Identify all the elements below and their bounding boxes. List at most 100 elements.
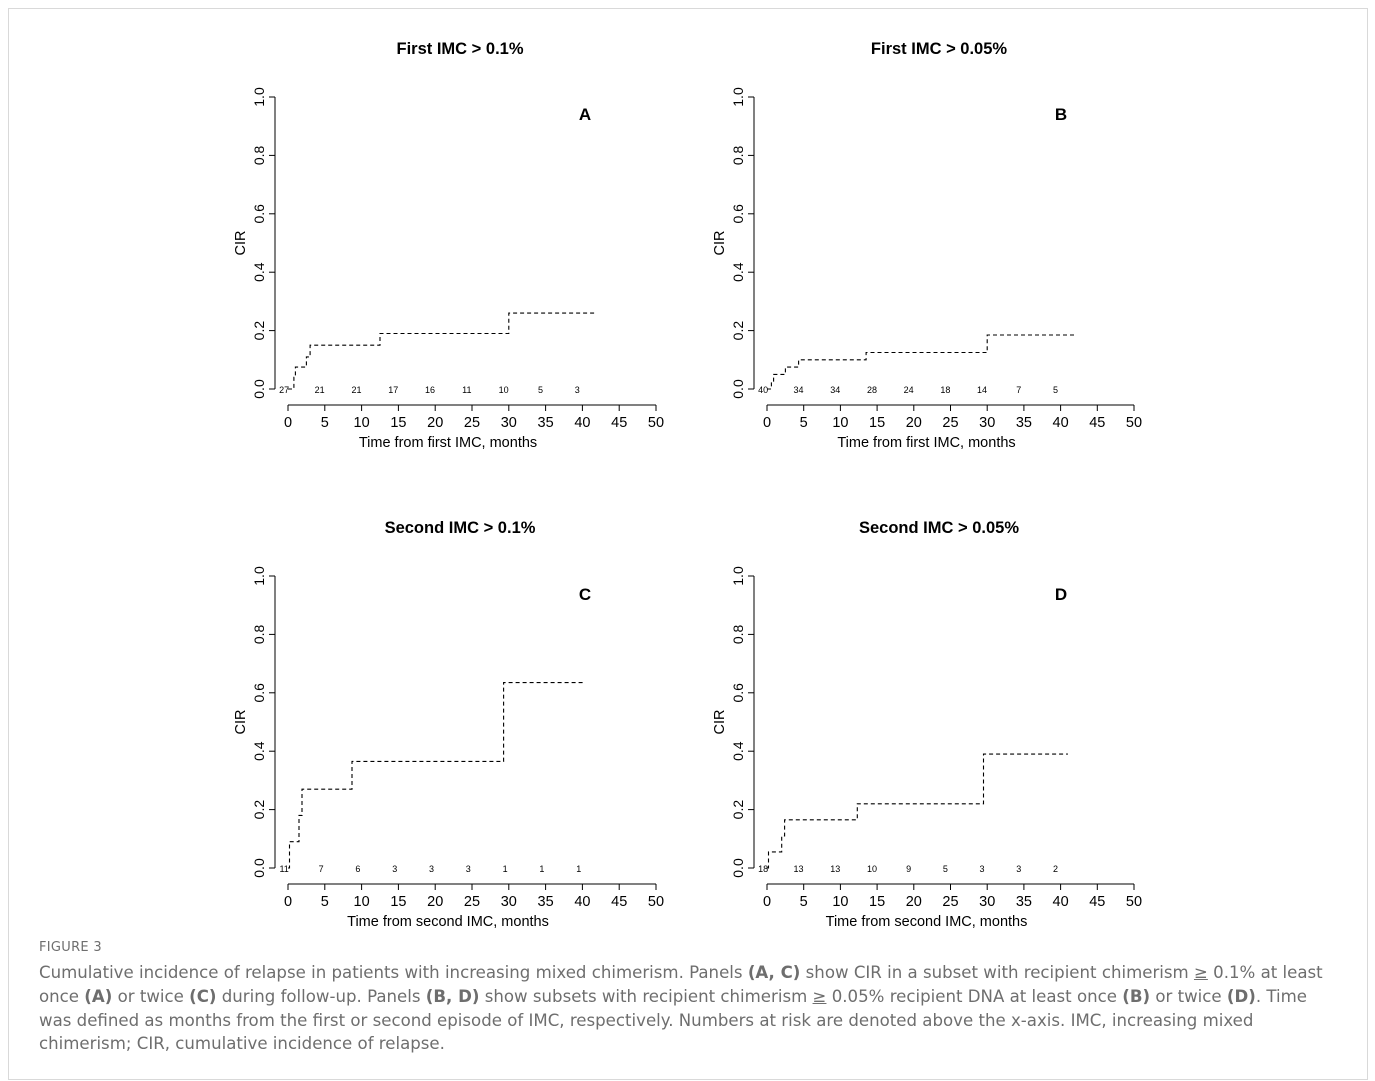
- panel-letter: C: [579, 585, 591, 604]
- at-risk-count: 34: [794, 385, 804, 395]
- at-risk-count: 7: [1016, 385, 1021, 395]
- y-tick-label: 0.6: [251, 204, 267, 224]
- at-risk-count: 3: [466, 864, 471, 874]
- y-tick-label: 1.0: [251, 566, 267, 586]
- chart-title: First IMC > 0.1%: [397, 40, 524, 58]
- panel-letter: D: [1055, 585, 1067, 604]
- y-axis-label: CIR: [712, 231, 728, 256]
- x-tick-label: 40: [574, 894, 590, 910]
- caption-part: ≥: [812, 986, 827, 1006]
- x-tick-label: 35: [1016, 894, 1032, 910]
- at-risk-count: 13: [794, 864, 804, 874]
- x-tick-label: 25: [464, 894, 480, 910]
- y-tick-label: 1.0: [251, 87, 267, 107]
- caption-part: (B, D): [425, 986, 480, 1006]
- at-risk-count: 17: [388, 385, 398, 395]
- at-risk-count: 1: [503, 864, 508, 874]
- at-risk-count: 10: [499, 385, 509, 395]
- y-axis-label: CIR: [233, 710, 249, 735]
- chart-title: Second IMC > 0.1%: [385, 519, 536, 537]
- caption-part: . Time was defined as months from the fi…: [39, 986, 1308, 1054]
- at-risk-count: 10: [867, 864, 877, 874]
- x-tick-label: 20: [906, 894, 922, 910]
- cir-curve: [767, 334, 1076, 390]
- x-tick-label: 20: [906, 415, 922, 431]
- y-tick-label: 0.8: [251, 145, 267, 165]
- y-tick-label: 0.8: [251, 624, 267, 644]
- caption-part: (A): [84, 986, 113, 1006]
- chart-panel-c: Second IMC > 0.1% C 0.0 0.2 0.4 0.6 0.8 1.0 CIR 0…: [233, 519, 664, 930]
- at-risk-count: 18: [940, 385, 950, 395]
- at-risk-count: 3: [429, 864, 434, 874]
- at-risk-count: 21: [351, 385, 361, 395]
- at-risk-count: 5: [538, 385, 543, 395]
- y-axis-label: CIR: [233, 231, 249, 256]
- caption-part: or twice: [1150, 986, 1227, 1006]
- caption-part: during follow-up. Panels: [216, 986, 426, 1006]
- panel-letter: A: [579, 105, 591, 124]
- at-risk-count: 9: [906, 864, 911, 874]
- chart-title: Second IMC > 0.05%: [859, 519, 1019, 537]
- caption-part: 0.1% at least once: [39, 963, 1323, 1006]
- at-risk-count: 16: [425, 385, 435, 395]
- chart-panel-a: First IMC > 0.1% A 0.0 0.2 0.4 0.6 0.8 1.0 CIR 0 5…: [233, 40, 664, 451]
- cir-curve: [767, 753, 1068, 869]
- x-tick-label: 45: [1089, 415, 1105, 431]
- at-risk-count: 18: [758, 864, 768, 874]
- caption-part: Cumulative incidence of relapse in patie…: [39, 963, 748, 982]
- x-tick-label: 15: [869, 415, 885, 431]
- y-tick-label: 0.6: [730, 683, 746, 703]
- y-tick-label: 0.2: [251, 321, 267, 341]
- x-tick-label: 0: [763, 415, 771, 431]
- chart-title: First IMC > 0.05%: [871, 40, 1008, 58]
- at-risk-count: 21: [315, 385, 325, 395]
- at-risk-count: 40: [758, 385, 768, 395]
- at-risk-count: 2: [1053, 864, 1058, 874]
- y-tick-label: 0.0: [730, 858, 746, 878]
- y-axis-label: CIR: [712, 710, 728, 735]
- x-axis-label: Time from first IMC, months: [359, 435, 537, 451]
- x-tick-label: 35: [538, 415, 554, 431]
- panel-letter: B: [1055, 105, 1067, 124]
- y-tick-label: 0.6: [251, 683, 267, 703]
- x-tick-label: 30: [979, 894, 995, 910]
- at-risk-count: 1: [576, 864, 581, 874]
- at-risk-count: 5: [1053, 385, 1058, 395]
- x-tick-label: 5: [800, 894, 808, 910]
- caption-part: 0.05% recipient DNA at least once: [826, 986, 1123, 1006]
- chart-panel-d: Second IMC > 0.05% D 0.0 0.2 0.4 0.6 0.8 1.0 CIR…: [712, 519, 1142, 930]
- caption-part: (C): [189, 986, 217, 1006]
- at-risk-count: 34: [830, 385, 840, 395]
- x-tick-label: 25: [464, 415, 480, 431]
- x-tick-label: 10: [832, 894, 848, 910]
- figure-frame: [8, 8, 1368, 1080]
- x-axis-label: Time from second IMC, months: [826, 914, 1028, 930]
- at-risk-count: 6: [355, 864, 360, 874]
- cir-curve: [288, 312, 598, 390]
- x-tick-label: 20: [427, 894, 443, 910]
- caption-part: or twice: [112, 986, 190, 1006]
- y-tick-label: 0.2: [251, 800, 267, 820]
- at-risk-count: 3: [392, 864, 397, 874]
- at-risk-count: 3: [980, 864, 985, 874]
- at-risk-count: 3: [1016, 864, 1021, 874]
- at-risk-count: 24: [904, 385, 914, 395]
- chart-panel-b: First IMC > 0.05% B 0.0 0.2 0.4 0.6 0.8 1.0 CIR 0…: [712, 40, 1142, 451]
- at-risk-count: 14: [977, 385, 987, 395]
- x-tick-label: 35: [1016, 415, 1032, 431]
- x-tick-label: 0: [284, 894, 292, 910]
- x-axis-label: Time from second IMC, months: [347, 914, 549, 930]
- x-tick-label: 30: [501, 415, 517, 431]
- x-tick-label: 0: [763, 894, 771, 910]
- x-tick-label: 10: [354, 894, 370, 910]
- x-tick-label: 50: [648, 415, 664, 431]
- y-tick-label: 0.0: [251, 379, 267, 399]
- x-tick-label: 50: [1126, 415, 1142, 431]
- x-tick-label: 15: [390, 415, 406, 431]
- x-tick-label: 5: [321, 415, 329, 431]
- caption-part: (D): [1226, 986, 1256, 1006]
- y-tick-label: 0.8: [730, 624, 746, 644]
- x-tick-label: 20: [427, 415, 443, 431]
- at-risk-count: 11: [462, 385, 471, 395]
- x-tick-label: 45: [611, 415, 627, 431]
